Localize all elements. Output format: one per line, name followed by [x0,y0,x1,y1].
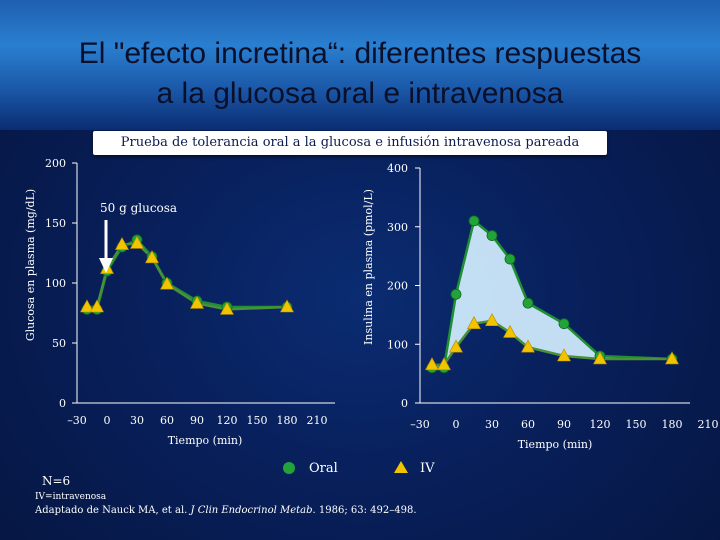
slide-title: El "efecto incretina“: diferentes respue… [0,34,720,114]
y-tick-label: 100 [387,338,408,351]
legend-oral-marker [283,462,295,474]
legend-iv-label: IV [420,461,435,476]
iv-data-point [159,276,175,290]
x-tick-label: –30 [410,418,430,431]
oral-data-point [486,230,498,241]
iv-data-point [424,357,440,371]
oral-data-point [450,288,462,300]
y-tick-label: 200 [387,280,408,293]
iv-data-point [436,357,452,371]
oral-data-point [504,253,516,265]
x-tick-label: 90 [190,414,204,427]
x-tick-label: 210 [698,418,719,431]
x-tick-label: 210 [307,414,328,427]
subtitle-box: Prueba de tolerancia oral a la glucosa e… [93,131,607,155]
iv-data-point [279,299,295,313]
y-tick-label: 150 [45,217,66,230]
iv-data-point [129,235,145,249]
citation: Adaptado de Nauck MA, et al. J Clin Endo… [35,505,417,516]
citation-authors: Adaptado de Nauck MA, et al. [35,505,188,516]
citation-journal: J Clin Endocrinol Metab [190,505,313,516]
y-axis-label: Insulina en plasma (pmol/L) [362,189,375,345]
citation-details: . 1986; 63: 492–498. [312,505,417,516]
x-tick-label: 0 [104,414,111,427]
y-axis-label: Glucosa en plasma (mg/dL) [24,189,37,341]
iv-data-point [144,250,160,264]
oral-series-line [87,238,287,311]
iv-series-line [432,319,672,367]
x-tick-label: 60 [521,418,535,431]
iv-data-point [79,299,95,313]
iv-data-point [592,351,608,365]
x-axis-label: Tiempo (min) [518,438,593,451]
x-tick-label: 90 [557,418,571,431]
footnote: IV=intravenosa [35,492,107,502]
iv-data-point [466,316,482,329]
x-tick-label: –30 [67,414,87,427]
iv-data-point [484,313,500,327]
y-tick-label: 0 [59,397,66,410]
x-tick-label: 0 [453,418,460,431]
y-tick-label: 100 [45,277,66,290]
x-tick-label: 150 [626,418,647,431]
x-tick-label: 180 [662,418,683,431]
oral-series-line [432,218,673,369]
iv-data-point [502,324,518,338]
y-tick-label: 0 [401,397,408,410]
title-line-1: El "efecto incretina“: diferentes respue… [78,37,642,70]
iv-data-point [448,339,464,353]
title-band [0,0,720,130]
x-tick-label: 120 [217,414,238,427]
iv-data-point [556,348,572,362]
oral-data-point [468,215,480,227]
iv-data-point [89,299,105,313]
oral-data-point [558,318,570,330]
sample-size: N=6 [42,474,71,488]
iv-data-point [114,236,130,250]
x-tick-label: 180 [277,414,298,427]
x-tick-label: 30 [485,418,499,431]
iv-series-line [87,242,288,311]
iv-data-point [520,339,536,353]
legend-iv-marker [394,461,408,473]
y-tick-label: 400 [387,162,408,175]
x-tick-label: 120 [590,418,611,431]
glucose-dose-annotation: 50 g glucosa [100,201,177,215]
dose-arrow-head [99,258,113,273]
oral-data-point [522,297,534,309]
incretin-effect-area [432,220,672,368]
iv-data-point [664,351,680,365]
legend-oral-label: Oral [309,461,338,476]
iv-data-point [219,301,235,315]
y-tick-label: 300 [387,221,408,234]
iv-data-point [189,295,205,309]
x-tick-label: 60 [160,414,174,427]
x-tick-label: 150 [247,414,268,427]
x-tick-label: 30 [130,414,144,427]
y-tick-label: 200 [45,157,66,170]
x-axis-label: Tiempo (min) [168,434,243,447]
y-tick-label: 50 [52,337,66,350]
title-line-2: a la glucosa oral e intravenosa [156,77,564,110]
